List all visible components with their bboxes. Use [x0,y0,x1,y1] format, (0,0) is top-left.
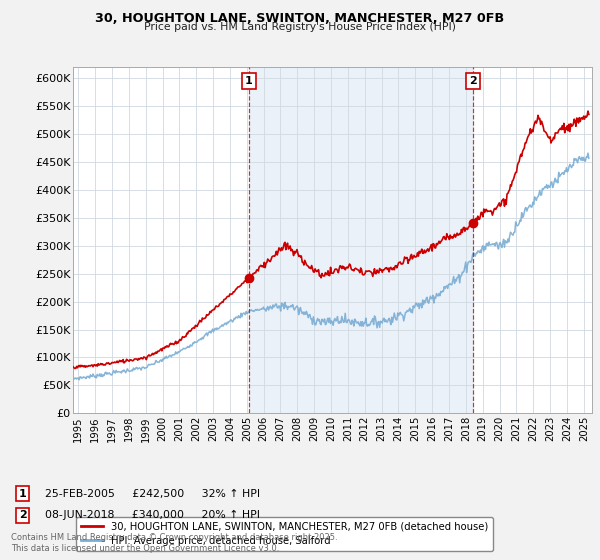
Text: 30, HOUGHTON LANE, SWINTON, MANCHESTER, M27 0FB: 30, HOUGHTON LANE, SWINTON, MANCHESTER, … [95,12,505,25]
Text: Contains HM Land Registry data © Crown copyright and database right 2025.
This d: Contains HM Land Registry data © Crown c… [11,533,337,553]
Bar [249,67,473,413]
Text: Price paid vs. HM Land Registry's House Price Index (HPI): Price paid vs. HM Land Registry's House … [144,22,456,32]
Text: 08-JUN-2018     £340,000     20% ↑ HPI: 08-JUN-2018 £340,000 20% ↑ HPI [45,510,260,520]
Text: 2: 2 [470,76,477,86]
Text: 1: 1 [245,76,253,86]
Text: 25-FEB-2005     £242,500     32% ↑ HPI: 25-FEB-2005 £242,500 32% ↑ HPI [45,489,260,499]
Text: 2: 2 [19,510,26,520]
Text: 1: 1 [19,489,26,499]
Legend: 30, HOUGHTON LANE, SWINTON, MANCHESTER, M27 0FB (detached house), HPI: Average p: 30, HOUGHTON LANE, SWINTON, MANCHESTER, … [76,517,493,551]
